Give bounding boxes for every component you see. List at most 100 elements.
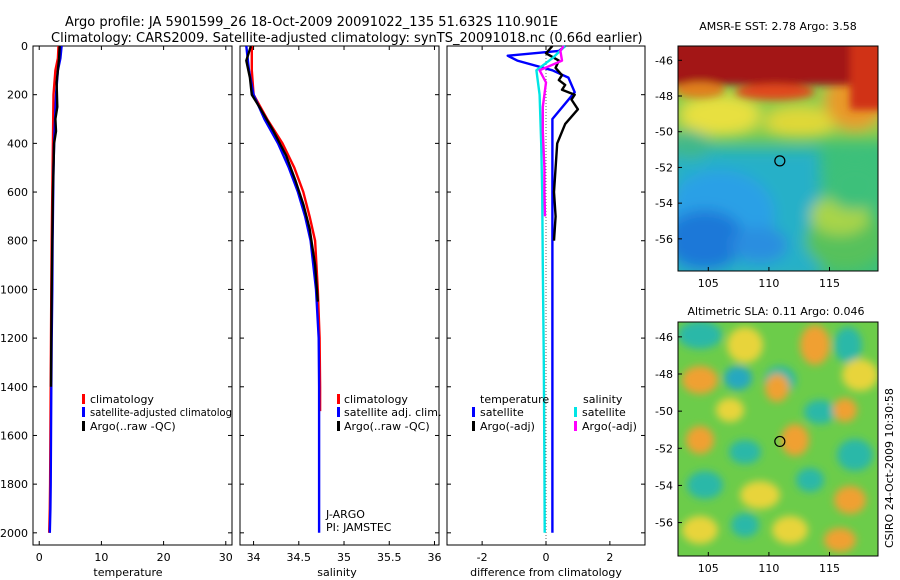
- salinity-xlabel: salinity: [317, 566, 357, 579]
- legend-swatch-sal-argo: [574, 421, 577, 431]
- sla-map-ticks: 105 110 115 -46 -48 -50 -52 -54 -56: [655, 331, 840, 575]
- y-tick-label: 800: [7, 235, 28, 248]
- temperature-ticks: 0 10 20 30 0 200 400 600 800 1000 1200 1400 1600 1800…: [0, 40, 233, 564]
- x-tick-label: 35: [337, 551, 351, 564]
- legend-swatch-temp-argo: [472, 421, 475, 431]
- legend-title-salinity: salinity: [583, 393, 623, 406]
- sla-map-frame: [677, 321, 879, 557]
- legend-swatch-argo: [337, 421, 340, 431]
- legend-swatch-temp-satellite: [472, 407, 475, 417]
- sla-argo-location-marker: [774, 435, 786, 448]
- map-y-tick-label: -46: [655, 331, 673, 344]
- y-tick-label: 200: [7, 89, 28, 102]
- y-tick-label: 1800: [0, 478, 28, 491]
- legend-swatch-sal-satellite: [574, 407, 577, 417]
- sla-field: [678, 322, 878, 556]
- temperature-panel: 0 10 20 30 0 200 400 600 800 1000 1200 1400 1600 1800…: [0, 40, 233, 579]
- x-tick-label: 34: [247, 551, 261, 564]
- x-tick-label: 20: [157, 551, 171, 564]
- x-tick-label: 36: [427, 551, 441, 564]
- series-line: [538, 45, 565, 217]
- sst-map-title: AMSR-E SST: 2.78 Argo: 3.58: [699, 20, 857, 33]
- y-tick-label: 1600: [0, 429, 28, 442]
- salinity-legend: climatology satellite adj. clim. Argo(..…: [337, 393, 441, 433]
- y-tick-label: 1200: [0, 332, 28, 345]
- series-line: [535, 45, 567, 533]
- x-tick-label: 35.5: [377, 551, 402, 564]
- y-tick-label: 1400: [0, 381, 28, 394]
- header-line-2: Climatology: CARS2009. Satellite-adjuste…: [51, 31, 643, 46]
- legend-label-satellite-adjusted: satellite-adjusted climatolog: [90, 406, 232, 419]
- legend-label-sal-argo: Argo(-adj): [582, 420, 637, 433]
- float-pi-label: PI: JAMSTEC: [326, 521, 392, 534]
- map-x-tick-label: 115: [819, 277, 840, 290]
- sst-map: AMSR-E SST: 2.78 Argo: 3.58: [655, 20, 879, 290]
- series-line: [245, 45, 319, 302]
- legend-swatch-climatology: [82, 394, 85, 404]
- map-x-tick-label: 105: [698, 277, 719, 290]
- map-y-tick-label: -46: [655, 54, 673, 67]
- sla-map-title: Altimetric SLA: 0.11 Argo: 0.046: [687, 305, 864, 318]
- side-stamp: CSIRO 24-Oct-2009 10:30:58: [883, 388, 896, 548]
- temperature-xlabel: temperature: [93, 566, 162, 579]
- temperature-legend: climatology satellite-adjusted climatolo…: [82, 393, 232, 433]
- x-tick-label: 2: [606, 551, 613, 564]
- x-tick-label: 0: [36, 551, 43, 564]
- legend-label-argo: Argo(..raw -QC): [344, 420, 430, 433]
- header-line-1: Argo profile: JA 5901599_26 18-Oct-2009 …: [65, 15, 558, 30]
- legend-label-temp-satellite: satellite: [480, 406, 524, 419]
- x-tick-label: 0: [543, 551, 550, 564]
- difference-xlabel: difference from climatology: [470, 566, 622, 579]
- map-x-tick-label: 110: [758, 277, 779, 290]
- legend-label-argo: Argo(..raw -QC): [90, 420, 176, 433]
- sla-map: Altimetric SLA: 0.11 Argo: 0.046: [655, 305, 879, 575]
- legend-swatch-satellite-adjusted: [82, 407, 85, 417]
- map-y-tick-label: -54: [655, 479, 673, 492]
- series-line: [544, 45, 580, 241]
- x-tick-label: -2: [477, 551, 488, 564]
- y-tick-label: 400: [7, 137, 28, 150]
- map-y-tick-label: -54: [655, 197, 673, 210]
- y-tick-label: 1000: [0, 283, 28, 296]
- series-line: [506, 45, 576, 533]
- map-y-tick-label: -50: [655, 126, 673, 139]
- sst-argo-location-marker: [774, 155, 786, 167]
- map-x-tick-label: 110: [758, 562, 779, 575]
- legend-label-climatology: climatology: [90, 393, 154, 406]
- difference-panel: -2 0 2 difference from climatology tempera…: [446, 45, 646, 579]
- difference-ticks: -2 0 2: [447, 45, 645, 564]
- sst-field: [678, 46, 878, 271]
- map-y-tick-label: -50: [655, 405, 673, 418]
- y-tick-label: 600: [7, 186, 28, 199]
- legend-swatch-argo: [82, 421, 85, 431]
- salinity-ticks: 34 34.5 35 35.5 36: [240, 45, 441, 564]
- difference-lines: [506, 45, 580, 545]
- float-program-label: J-ARGO: [325, 508, 365, 521]
- map-y-tick-label: -52: [655, 442, 673, 455]
- x-tick-label: 34.5: [287, 551, 312, 564]
- temperature-axes-frame: [32, 45, 233, 546]
- map-y-tick-label: -48: [655, 90, 673, 103]
- legend-label-temp-argo: Argo(-adj): [480, 420, 535, 433]
- salinity-axes-frame: [239, 45, 440, 546]
- salinity-lines: [245, 45, 322, 533]
- map-y-tick-label: -52: [655, 161, 673, 174]
- y-tick-label: 0: [21, 40, 28, 53]
- series-line: [49, 45, 61, 387]
- legend-title-temperature: temperature: [480, 393, 549, 406]
- y-tick-label: 2000: [0, 527, 28, 540]
- salinity-panel: 34 34.5 35 35.5 36 salinity climatology sate…: [239, 45, 441, 579]
- map-x-tick-label: 105: [698, 562, 719, 575]
- sst-map-frame: [677, 45, 879, 272]
- series-line: [245, 45, 321, 533]
- temperature-lines: [48, 45, 63, 533]
- legend-label-satellite-adj: satellite adj. clim.: [344, 406, 441, 419]
- map-y-tick-label: -56: [655, 517, 673, 530]
- map-x-tick-label: 115: [819, 562, 840, 575]
- sst-map-ticks: 105 110 115 -46 -48 -50 -52 -54 -56: [655, 54, 840, 290]
- x-tick-label: 10: [94, 551, 108, 564]
- legend-swatch-climatology: [337, 394, 340, 404]
- legend-label-climatology: climatology: [344, 393, 408, 406]
- difference-legend: temperature salinity satellite Argo(-adj…: [472, 393, 637, 433]
